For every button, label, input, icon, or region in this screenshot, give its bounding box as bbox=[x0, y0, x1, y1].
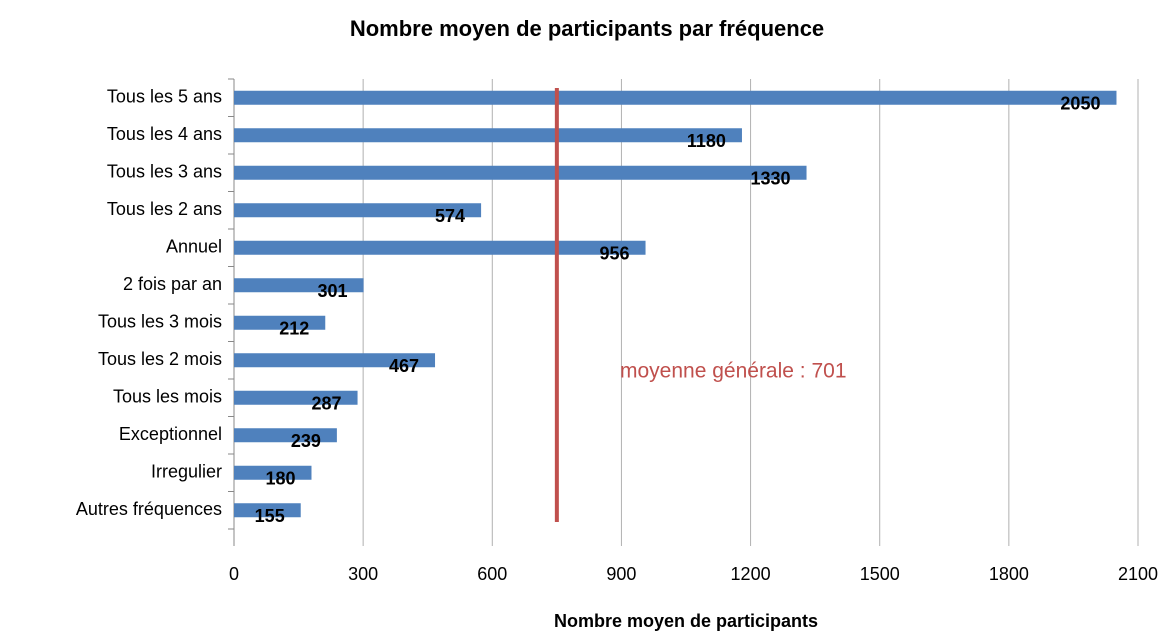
data-label: 180 bbox=[265, 469, 295, 489]
y-tick-label: Autres fréquences bbox=[76, 499, 222, 519]
data-label: 2050 bbox=[1060, 94, 1100, 114]
data-label: 1180 bbox=[687, 131, 726, 151]
data-label: 301 bbox=[318, 281, 348, 301]
y-tick-label: 2 fois par an bbox=[123, 274, 222, 294]
y-tick-label: Tous les 2 mois bbox=[98, 349, 222, 369]
chart-title: Nombre moyen de participants par fréquen… bbox=[350, 16, 824, 41]
y-tick-label: Irregulier bbox=[151, 462, 222, 482]
bar bbox=[234, 353, 436, 368]
y-tick-label: Tous les 4 ans bbox=[107, 124, 222, 144]
y-tick-label: Exceptionnel bbox=[119, 424, 222, 444]
data-label: 1330 bbox=[750, 169, 790, 189]
x-tick-label: 0 bbox=[229, 564, 239, 584]
bar bbox=[234, 465, 312, 480]
bar bbox=[234, 390, 358, 405]
bar bbox=[234, 278, 364, 293]
bar bbox=[234, 315, 326, 330]
data-label: 956 bbox=[599, 244, 629, 264]
bar bbox=[234, 128, 742, 143]
bar bbox=[234, 503, 301, 518]
data-label: 467 bbox=[389, 356, 419, 376]
bar bbox=[234, 240, 646, 255]
bar bbox=[234, 165, 807, 180]
data-label: 574 bbox=[435, 206, 465, 226]
x-tick-label: 300 bbox=[348, 564, 378, 584]
annotation: moyenne générale : 701 bbox=[620, 360, 847, 383]
x-tick-label: 600 bbox=[477, 564, 507, 584]
bar bbox=[234, 428, 337, 443]
x-tick-label: 1800 bbox=[989, 564, 1029, 584]
y-tick-label: Tous les 3 ans bbox=[107, 162, 222, 182]
x-tick-label: 1200 bbox=[731, 564, 771, 584]
x-tick-label: 2100 bbox=[1118, 564, 1158, 584]
x-tick-label: 1500 bbox=[860, 564, 900, 584]
data-label: 287 bbox=[311, 394, 341, 414]
x-tick-label: 900 bbox=[606, 564, 636, 584]
x-axis-title: Nombre moyen de participants bbox=[554, 611, 818, 631]
y-tick-label: Annuel bbox=[166, 237, 222, 257]
y-tick-label: Tous les 3 mois bbox=[98, 312, 222, 332]
data-label: 212 bbox=[279, 319, 309, 339]
data-label: 155 bbox=[255, 506, 285, 526]
y-tick-label: Tous les 2 ans bbox=[107, 199, 222, 219]
bar bbox=[234, 203, 482, 218]
y-tick-label: Tous les mois bbox=[113, 387, 222, 407]
data-label: 239 bbox=[291, 431, 321, 451]
bar bbox=[234, 90, 1117, 105]
y-tick-label: Tous les 5 ans bbox=[107, 87, 222, 107]
